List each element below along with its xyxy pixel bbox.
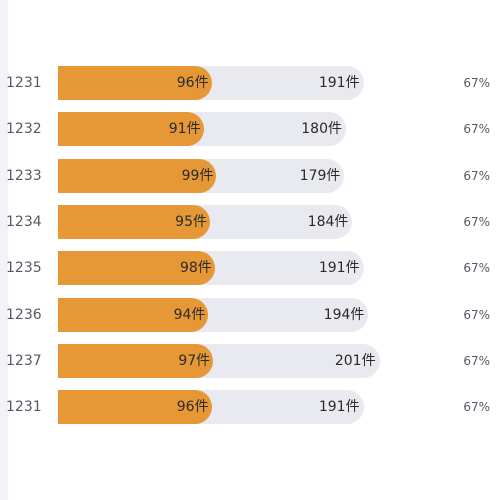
category-label: 1237 xyxy=(6,352,42,369)
total-value-label: 179件 xyxy=(299,167,341,184)
completed-bar xyxy=(58,297,209,332)
percentage-label: 67% xyxy=(463,122,490,137)
category-label: 1234 xyxy=(6,213,42,230)
total-value-label: 184件 xyxy=(307,213,349,230)
completed-bar xyxy=(58,343,214,378)
bar-row: 1232 91件 180件 67% xyxy=(0,112,500,147)
completed-value-label: 95件 xyxy=(175,213,207,230)
category-label: 1236 xyxy=(6,306,42,323)
bar-row: 1231 96件 191件 67% xyxy=(0,66,500,100)
percentage-label: 67% xyxy=(463,353,490,368)
completed-bar xyxy=(58,251,215,286)
completed-value-label: 94件 xyxy=(173,306,206,323)
category-label: 1231 xyxy=(6,399,42,416)
completed-value-label: 98件 xyxy=(179,260,212,277)
percentage-label: 67% xyxy=(463,214,490,229)
bar-row: 1237 97件 201件 67% xyxy=(0,343,500,378)
completed-bar xyxy=(58,112,204,147)
left-edge-strip xyxy=(0,0,8,500)
completed-value-label: 96件 xyxy=(176,399,209,416)
total-value-label: 191件 xyxy=(318,399,360,416)
completed-value-label: 99件 xyxy=(181,167,214,184)
total-value-label: 180件 xyxy=(301,121,342,138)
percentage-label: 67% xyxy=(463,168,490,183)
bar-row: 1231 96件 191件 67% xyxy=(0,390,500,425)
percentage-label: 67% xyxy=(463,307,490,322)
category-label: 1233 xyxy=(6,167,42,184)
completed-bar xyxy=(58,66,212,100)
bar-row: 1236 94件 194件 67% xyxy=(0,297,500,332)
completed-bar xyxy=(58,204,210,239)
percentage-label: 67% xyxy=(463,76,490,90)
bar-row: 1235 98件 191件 67% xyxy=(0,251,500,286)
total-value-label: 191件 xyxy=(318,75,360,91)
percentage-label: 67% xyxy=(463,261,490,276)
total-value-label: 191件 xyxy=(318,260,360,277)
total-value-label: 201件 xyxy=(334,352,376,369)
category-label: 1231 xyxy=(6,75,42,91)
completed-bar xyxy=(58,158,217,193)
completed-bar xyxy=(58,390,212,425)
category-label: 1232 xyxy=(6,121,42,138)
bar-row: 1234 95件 184件 67% xyxy=(0,204,500,239)
completed-value-label: 96件 xyxy=(176,75,209,91)
completed-value-label: 91件 xyxy=(168,121,201,138)
bar-row: 1233 99件 179件 67% xyxy=(0,158,500,193)
category-label: 1235 xyxy=(6,260,42,277)
total-value-label: 194件 xyxy=(323,306,365,323)
percentage-label: 67% xyxy=(463,400,490,415)
completed-value-label: 97件 xyxy=(178,352,211,369)
